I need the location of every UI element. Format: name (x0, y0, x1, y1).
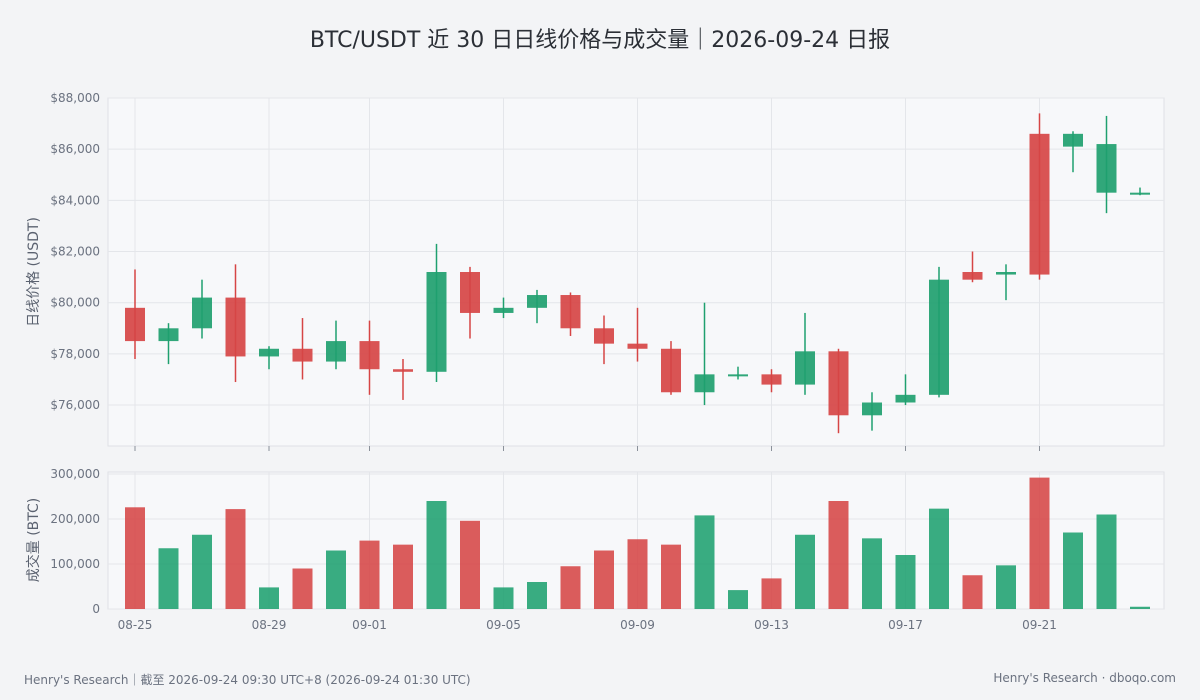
candle-body (192, 297, 212, 329)
volume-bar (426, 501, 447, 609)
volume-bar (560, 566, 581, 609)
price-y-tick-label: $86,000 (50, 142, 100, 156)
candle-body (426, 272, 447, 372)
volume-bar (359, 540, 380, 609)
volume-bar (125, 507, 145, 609)
volume-bar (895, 555, 916, 609)
volume-y-tick-label: 300,000 (50, 467, 100, 481)
candle-body (158, 328, 179, 342)
volume-bar (661, 544, 681, 609)
volume-bar (828, 501, 849, 609)
x-tick-label: 09-05 (486, 618, 521, 632)
volume-bar (493, 587, 514, 609)
candle-body (359, 341, 380, 370)
candle-body (493, 307, 514, 313)
axis-labels: 日线价格 (USDT) 成交量 (BTC) 08-25 08-29 09-01 09-… (25, 91, 1057, 632)
candle-body (996, 272, 1016, 275)
volume-y-tick-label: 200,000 (50, 512, 100, 526)
x-tick-label: 09-01 (352, 618, 387, 632)
candle-body (627, 343, 648, 349)
candle-body (594, 328, 614, 344)
volume-bar (460, 520, 480, 609)
candle-body (862, 402, 882, 416)
candle-body (527, 295, 547, 308)
volume-bar (192, 534, 212, 609)
volume-bar (225, 509, 246, 609)
volume-bar (1029, 477, 1050, 609)
x-tick-label: 08-25 (118, 618, 153, 632)
candle-body (761, 374, 782, 385)
x-tick-label: 09-09 (620, 618, 655, 632)
volume-bar (728, 590, 748, 609)
volume-bar (1063, 532, 1083, 609)
footer-brand: Henry's Research · dboqo.com (993, 671, 1176, 685)
candle-body (694, 374, 715, 393)
candle-body (292, 348, 313, 362)
x-tick-label: 09-13 (754, 618, 789, 632)
volume-y-tick-label: 100,000 (50, 557, 100, 571)
candle-body (795, 351, 815, 385)
price-y-tick-label: $78,000 (50, 347, 100, 361)
candle-body (326, 341, 346, 362)
volume-bar (1130, 606, 1150, 609)
candle-body (1130, 192, 1150, 195)
price-y-tick-label: $84,000 (50, 193, 100, 207)
candle-body (1096, 144, 1117, 193)
x-tick-label: 08-29 (252, 618, 287, 632)
volume-y-axis-title: 成交量 (BTC) (25, 498, 42, 583)
price-y-tick-label: $80,000 (50, 296, 100, 310)
x-tick-label: 09-21 (1022, 618, 1057, 632)
volume-bar (996, 565, 1016, 609)
candle-body (460, 272, 480, 313)
volume-bar (393, 544, 413, 609)
volume-series (125, 477, 1150, 609)
footer-source-note: Henry's Research｜截至 2026-09-24 09:30 UTC… (24, 673, 471, 687)
volume-bar (594, 550, 614, 609)
volume-bar (158, 548, 179, 609)
price-y-tick-label: $82,000 (50, 245, 100, 259)
candle-body (828, 351, 849, 416)
volume-bar (795, 534, 815, 609)
candle-body (560, 295, 581, 329)
volume-bar (292, 568, 313, 609)
candle-body (393, 369, 413, 372)
candle-body (728, 374, 748, 377)
x-tick-label: 09-17 (888, 618, 923, 632)
chart-title: BTC/USDT 近 30 日日线价格与成交量｜2026-09-24 日报 (309, 28, 891, 53)
volume-y-tick-label: 0 (92, 602, 100, 616)
volume-bar (627, 539, 648, 609)
volume-bar (1096, 514, 1117, 609)
volume-bar (694, 515, 715, 609)
volume-bar (326, 550, 346, 609)
candle-body (1029, 133, 1050, 275)
price-panel-bg (107, 97, 1165, 447)
candle-body (661, 348, 681, 393)
candle-body (125, 307, 145, 342)
price-y-tick-label: $88,000 (50, 91, 100, 105)
volume-bar (929, 508, 949, 609)
candle-body (929, 279, 949, 395)
price-y-axis-title: 日线价格 (USDT) (26, 217, 42, 327)
price-y-tick-label: $76,000 (50, 398, 100, 412)
volume-bar (259, 587, 279, 609)
volume-bar (862, 538, 882, 609)
candle-body (962, 272, 983, 280)
volume-bar (761, 578, 782, 609)
candle-body (895, 394, 916, 403)
candlestick-series (125, 113, 1150, 434)
volume-gridlines (108, 472, 1164, 610)
candle-body (225, 297, 246, 357)
volume-bar (527, 582, 547, 609)
volume-bar (962, 575, 983, 609)
candle-body (259, 348, 279, 357)
candle-body (1063, 133, 1083, 147)
